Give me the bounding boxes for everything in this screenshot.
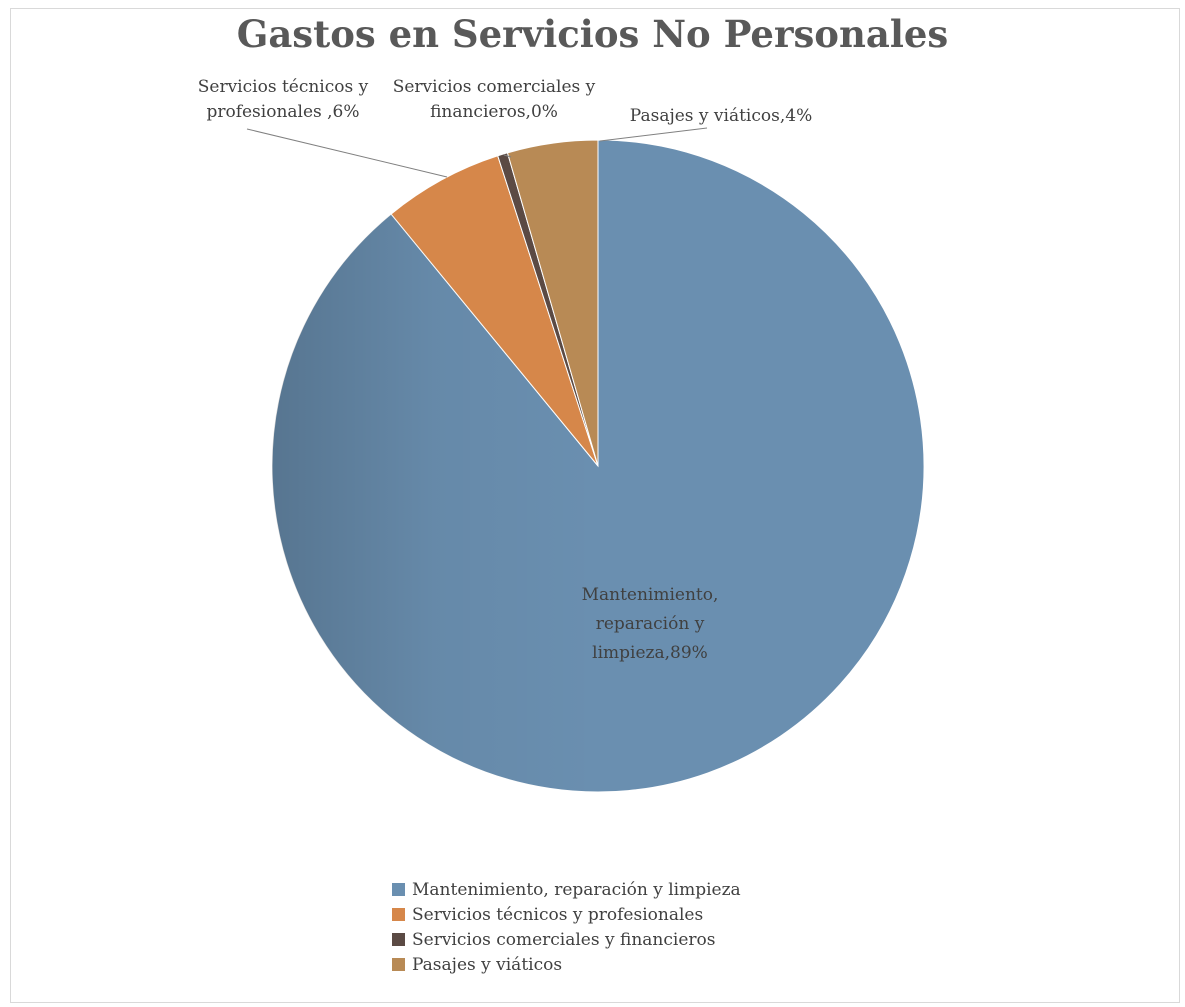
legend-label: Servicios comerciales y financieros — [412, 929, 716, 950]
data-label: Servicios comerciales y financieros,0% — [393, 77, 596, 122]
pie-slices — [271, 139, 925, 793]
legend-label: Pasajes y viáticos — [412, 954, 563, 975]
legend-item: Mantenimiento, reparación y limpieza — [392, 877, 741, 902]
legend-swatch — [392, 933, 405, 946]
data-labels: Mantenimiento, reparación y limpieza,89% Se… — [198, 77, 812, 663]
data-label: Servicios técnicos y profesionales ,6% — [198, 77, 369, 122]
legend-label: Servicios técnicos y profesionales — [412, 904, 704, 925]
legend-swatch — [392, 958, 405, 971]
legend-swatch — [392, 908, 405, 921]
data-label: Mantenimiento, reparación y limpieza,89% — [582, 585, 719, 663]
pie-shading — [271, 214, 598, 793]
leader-line — [246, 128, 448, 178]
legend-swatch — [392, 883, 405, 896]
legend-item: Servicios comerciales y financieros — [392, 927, 741, 952]
chart-title: Gastos en Servicios No Personales — [236, 12, 949, 56]
data-label: Pasajes y viáticos,4% — [630, 106, 812, 126]
leader-line — [599, 127, 708, 142]
legend: Mantenimiento, reparación y limpieza Serv… — [392, 877, 741, 977]
leader-line — [503, 154, 512, 158]
legend-item: Pasajes y viáticos — [392, 952, 741, 977]
legend-label: Mantenimiento, reparación y limpieza — [412, 879, 741, 900]
pie-slice — [506, 139, 599, 467]
leader-lines — [246, 127, 708, 178]
legend-item: Servicios técnicos y profesionales — [392, 902, 741, 927]
pie-slice — [390, 155, 599, 467]
